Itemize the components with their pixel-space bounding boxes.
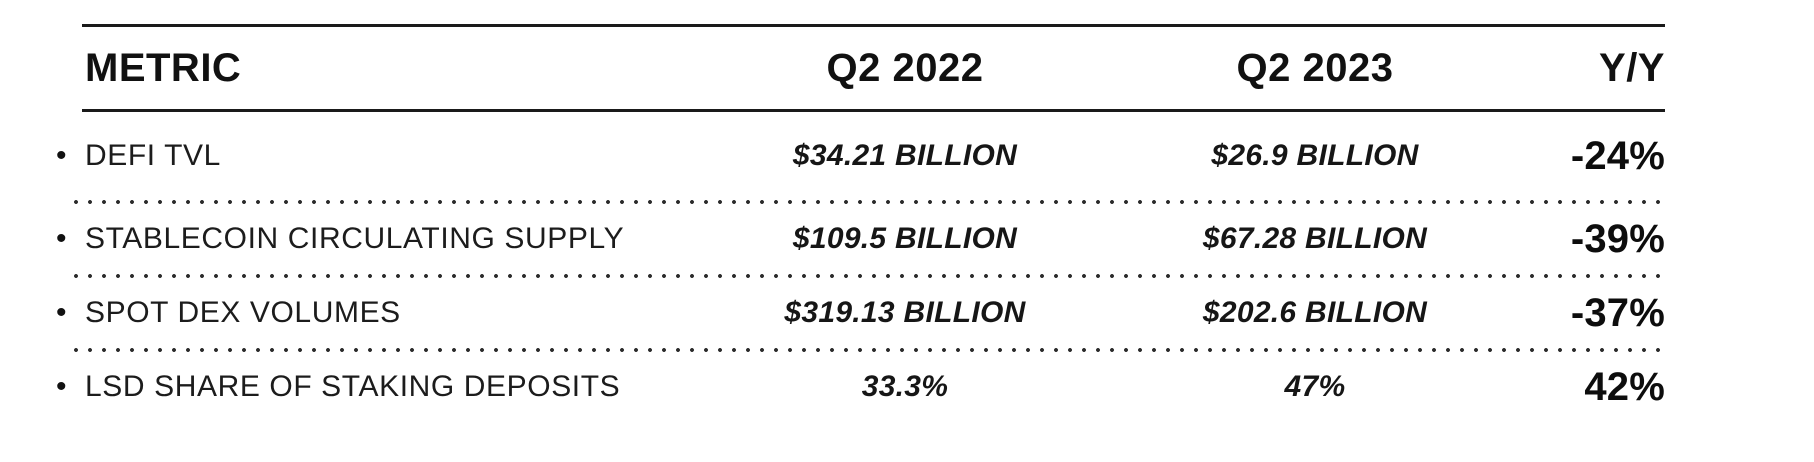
q2-2022-value: 33.3% <box>861 370 949 403</box>
metric-label: DEFI TVL <box>85 139 221 172</box>
bullet-icon: • <box>56 139 67 172</box>
bullet-icon: • <box>56 296 67 329</box>
header-top-rule <box>82 24 1665 27</box>
table-row: • LSD SHARE OF STAKING DEPOSITS 33.3% 47… <box>56 352 1665 422</box>
metric-label: LSD SHARE OF STAKING DEPOSITS <box>85 370 621 403</box>
row-divider <box>74 274 1665 278</box>
q2-2023-value: $202.6 BILLION <box>1202 296 1428 329</box>
q2-2022-value: $109.5 BILLION <box>792 222 1018 255</box>
metric-label: STABLECOIN CIRCULATING SUPPLY <box>85 222 625 255</box>
header-q2-2023: Q2 2023 <box>1236 45 1394 90</box>
q2-2022-value: $34.21 BILLION <box>792 139 1018 172</box>
yoy-value: 42% <box>1584 364 1665 409</box>
bullet-icon: • <box>56 222 67 255</box>
q2-2023-value: $67.28 BILLION <box>1202 222 1428 255</box>
header-bottom-rule <box>82 109 1665 112</box>
yoy-value: -24% <box>1570 133 1665 178</box>
table-header-row: METRIC Q2 2022 Q2 2023 Y/Y <box>56 27 1665 109</box>
header-metric: METRIC <box>85 45 242 90</box>
header-q2-2022: Q2 2022 <box>826 45 984 90</box>
q2-2022-value: $319.13 BILLION <box>784 296 1026 329</box>
table-row: • SPOT DEX VOLUMES $319.13 BILLION $202.… <box>56 278 1665 348</box>
table-row: • STABLECOIN CIRCULATING SUPPLY $109.5 B… <box>56 204 1665 274</box>
bullet-icon: • <box>56 370 67 403</box>
q2-2023-value: $26.9 BILLION <box>1211 139 1419 172</box>
table-row: • DEFI TVL $34.21 BILLION $26.9 BILLION … <box>56 112 1665 200</box>
yoy-value: -39% <box>1570 216 1665 261</box>
header-yoy: Y/Y <box>1599 45 1665 90</box>
row-divider <box>74 200 1665 204</box>
metric-label: SPOT DEX VOLUMES <box>85 296 401 329</box>
metrics-table: METRIC Q2 2022 Q2 2023 Y/Y • DEFI TVL $3… <box>56 0 1665 422</box>
row-divider <box>74 348 1665 352</box>
q2-2023-value: 47% <box>1284 370 1346 403</box>
yoy-value: -37% <box>1570 290 1665 335</box>
